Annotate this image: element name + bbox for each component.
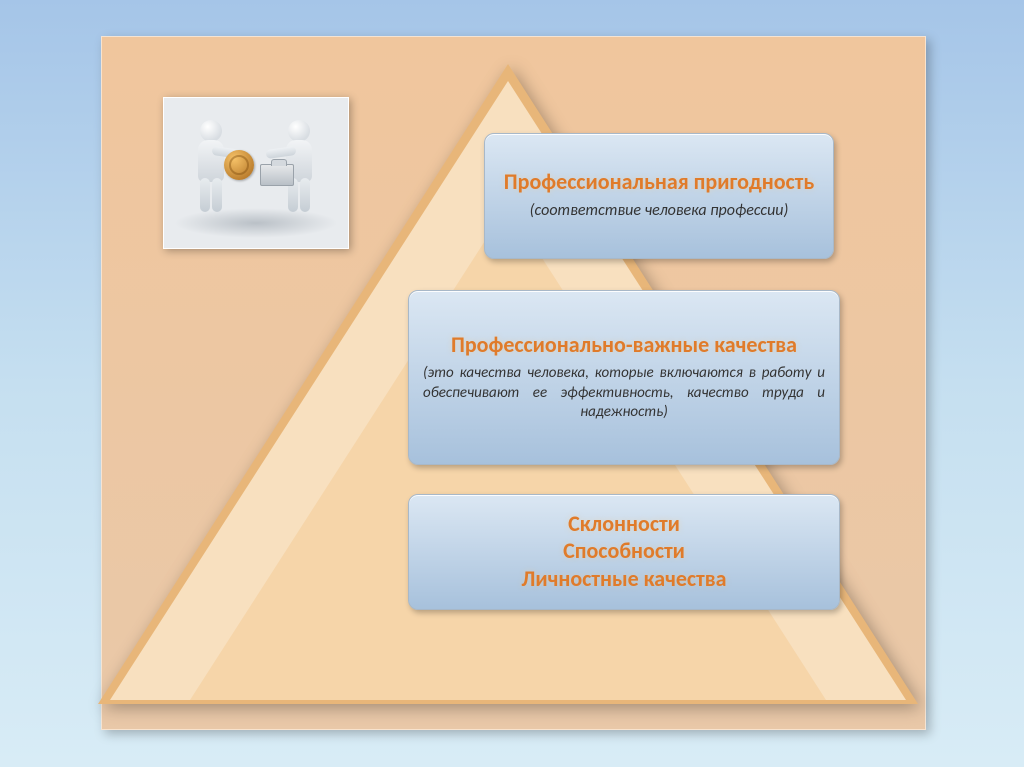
card-title: Склонности Способности Личностные качест… <box>423 510 825 593</box>
floor-shadow <box>174 208 338 238</box>
card-title: Профессионально-важные качества <box>423 331 825 359</box>
coin-icon <box>224 150 254 180</box>
card-title: Профессиональная пригодность <box>499 168 819 196</box>
card-subtitle: (соответствие человека профессии) <box>499 201 819 222</box>
card-subtitle: (это качества человека, которые включают… <box>423 364 825 423</box>
briefcase-icon <box>260 164 294 186</box>
illustration-box <box>163 97 349 249</box>
card-important-qualities: Профессионально-важные качества (это кач… <box>408 290 840 465</box>
card-professional-suitability: Профессиональная пригодность (соответств… <box>484 133 834 259</box>
illustration-scene <box>164 98 348 248</box>
card-tendencies-abilities: Склонности Способности Личностные качест… <box>408 494 840 610</box>
